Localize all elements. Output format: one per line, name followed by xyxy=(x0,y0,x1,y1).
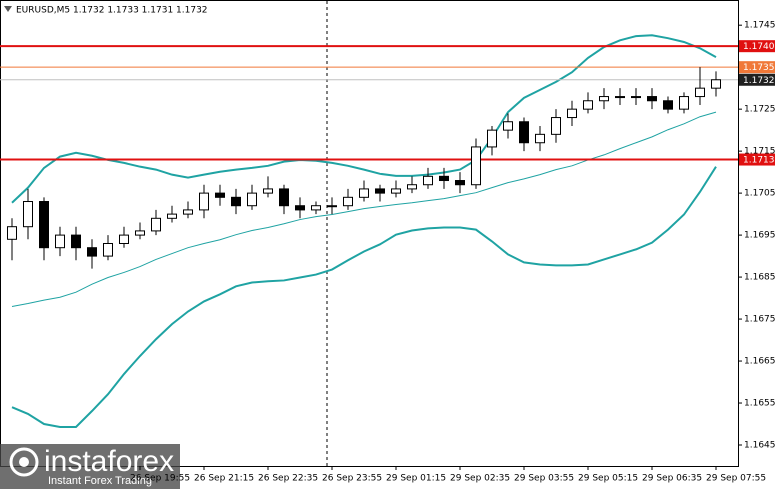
candle-body xyxy=(599,96,609,102)
candle-body xyxy=(7,226,17,240)
indicator-line xyxy=(11,111,717,307)
candle-body xyxy=(535,133,545,144)
candle-body xyxy=(199,192,209,211)
x-tick-label: 26 Sep 19:55 xyxy=(130,474,190,484)
candle-body xyxy=(343,196,353,207)
x-tick-label: 29 Sep 05:15 xyxy=(578,474,638,484)
price-tag xyxy=(739,40,775,53)
x-tick-label: 29 Sep 06:35 xyxy=(642,474,702,484)
plot xyxy=(0,34,738,428)
candle-body xyxy=(71,234,81,249)
y-tick-label: 1.1715 xyxy=(744,147,776,157)
x-tick-label: 29 Sep 01:15 xyxy=(386,474,446,484)
y-tick-label: 1.1665 xyxy=(744,357,776,367)
candle-body xyxy=(631,96,641,99)
watermark-icon xyxy=(19,457,29,467)
candle-body xyxy=(23,201,33,228)
price-tag xyxy=(739,73,775,86)
candle-body xyxy=(327,205,337,208)
y-tick-label: 1.1655 xyxy=(744,399,776,409)
candle-body xyxy=(391,188,401,194)
candle-body xyxy=(39,201,49,249)
candle-body xyxy=(423,175,433,186)
candle-body xyxy=(695,87,705,98)
candle-body xyxy=(407,184,417,190)
candle-body xyxy=(359,188,369,198)
x-tick-label: 26 Sep 23:55 xyxy=(322,474,382,484)
candle-body xyxy=(551,117,561,135)
y-tick-label: 1.1695 xyxy=(744,231,776,241)
candle-body xyxy=(615,96,625,99)
candle-body xyxy=(119,234,129,244)
candle-body xyxy=(247,192,257,207)
candle-body xyxy=(503,121,513,131)
x-tick-label: 29 Sep 03:55 xyxy=(514,474,574,484)
candle-body xyxy=(471,146,481,186)
x-tick-label: 26 Sep 21:15 xyxy=(194,474,254,484)
candle-body xyxy=(679,96,689,110)
x-tick-label: 29 Sep 07:55 xyxy=(706,474,766,484)
y-tick-label: 1.1645 xyxy=(744,441,776,451)
candle-body xyxy=(231,196,241,207)
price-tag-label: 1.1713 xyxy=(743,156,775,166)
candle-body xyxy=(55,234,65,249)
candle-body xyxy=(663,100,673,110)
y-tick-label: 1.1675 xyxy=(744,315,776,325)
price-tag-label: 1.1735 xyxy=(743,63,775,73)
chart-title: EURUSD,M5 1.1732 1.1733 1.1731 1.1732 xyxy=(16,6,208,16)
price-tag-label: 1.1740 xyxy=(743,42,775,52)
candle-body xyxy=(519,121,529,144)
y-tick-label: 1.1725 xyxy=(744,105,776,115)
y-tick-label: 1.1705 xyxy=(744,189,776,199)
candle-body xyxy=(151,217,161,232)
plot-frame xyxy=(0,0,739,467)
watermark-icon xyxy=(9,447,39,477)
candle-body xyxy=(263,188,273,194)
watermark-tagline: Instant Forex Trading xyxy=(48,475,152,487)
symbol-icon xyxy=(4,6,12,12)
y-tick-label: 1.1745 xyxy=(744,21,776,31)
candle-body xyxy=(135,230,145,236)
candle-body xyxy=(215,192,225,198)
candle-body xyxy=(295,205,305,211)
x-tick-label: 26 Sep 22:35 xyxy=(258,474,318,484)
watermark: instaforex Instant Forex Trading xyxy=(0,444,180,489)
indicator-line xyxy=(11,34,717,204)
candle-body xyxy=(103,242,113,257)
candle-body xyxy=(647,96,657,102)
candle-body xyxy=(583,100,593,110)
price-tag xyxy=(739,61,775,74)
y-tick-label: 1.1685 xyxy=(744,273,776,283)
indicator-line xyxy=(11,166,717,428)
candle-body xyxy=(167,213,177,219)
candle-body xyxy=(487,129,497,148)
candle-body xyxy=(439,175,449,182)
watermark-brand: instaforex xyxy=(44,445,174,478)
x-tick-label: 29 Sep 02:35 xyxy=(450,474,510,484)
candle-body xyxy=(87,247,97,257)
candle-body xyxy=(711,79,721,89)
price-tag xyxy=(739,153,775,166)
price-tag-label: 1.1732 xyxy=(743,76,775,86)
candle-body xyxy=(311,205,321,211)
candle-body xyxy=(455,180,465,186)
candle-body xyxy=(567,108,577,119)
candle-body xyxy=(375,188,385,194)
candle-body xyxy=(183,209,193,215)
candle-body xyxy=(279,188,289,207)
